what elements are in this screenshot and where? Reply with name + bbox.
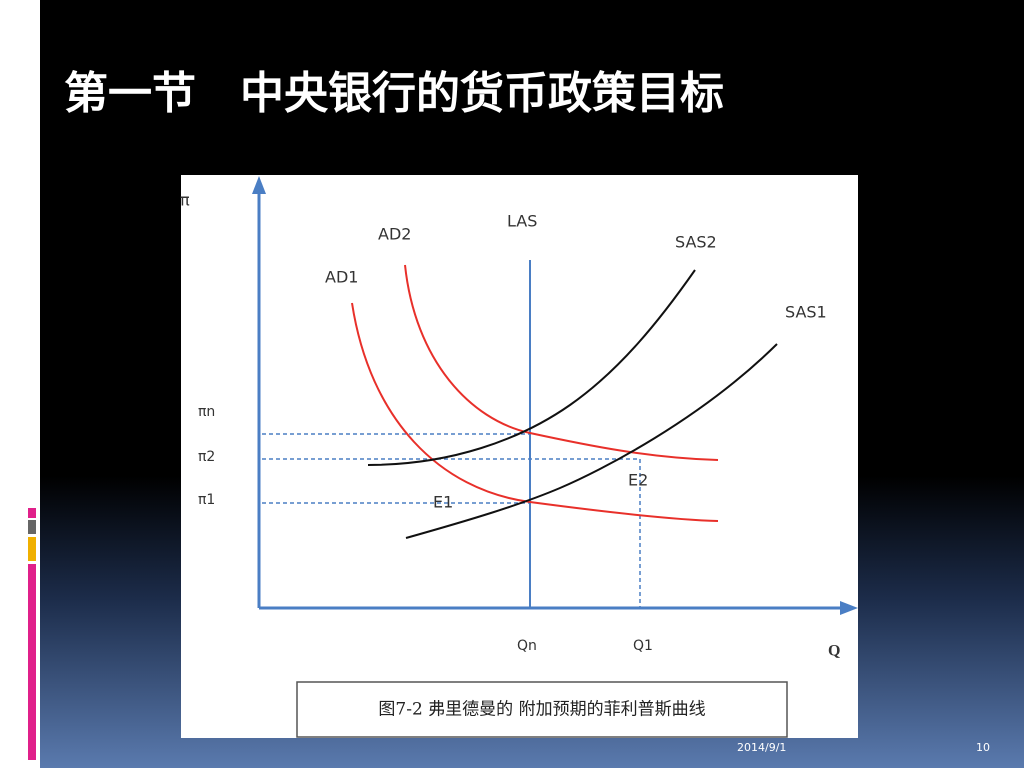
x-level-label: Qn: [517, 638, 537, 654]
dashed-guides: [262, 433, 641, 608]
ad1-curve: [351, 302, 719, 522]
side-bars: [28, 508, 36, 760]
curve-label: AD1: [325, 268, 358, 287]
point-label: E1: [433, 493, 453, 512]
point-label: E2: [628, 471, 648, 490]
y-level-label: π2: [198, 449, 215, 465]
x-axis-label: Q: [828, 643, 840, 660]
sas2-curve: [367, 269, 696, 466]
curves: [351, 264, 778, 539]
title-icon: [22, 75, 40, 119]
curve-label: AD2: [378, 225, 411, 244]
ad2-curve: [404, 264, 719, 461]
slide-date: 2014/9/1: [737, 741, 786, 754]
y-level-label: πn: [198, 404, 215, 420]
slide-title: 第一节 中央银行的货币政策目标: [64, 68, 724, 119]
page-number: 10: [976, 741, 990, 754]
figure-labels: π AD2 AD1 LAS SAS2 SAS1 πn π2 π1 E1 E2 Q…: [180, 191, 840, 660]
x-level-label: Q1: [633, 638, 653, 654]
curve-label: SAS2: [675, 233, 717, 252]
curve-label: SAS1: [785, 303, 827, 322]
sas1-curve: [405, 343, 778, 539]
y-level-label: π1: [198, 492, 215, 508]
figure: [181, 175, 858, 738]
y-axis-label: π: [180, 191, 190, 210]
caption: 图7-2 弗里德曼的 附加预期的菲利普斯曲线: [378, 700, 705, 720]
curve-label: LAS: [507, 212, 537, 231]
caption-box: [296, 681, 788, 738]
axes: [252, 176, 858, 615]
